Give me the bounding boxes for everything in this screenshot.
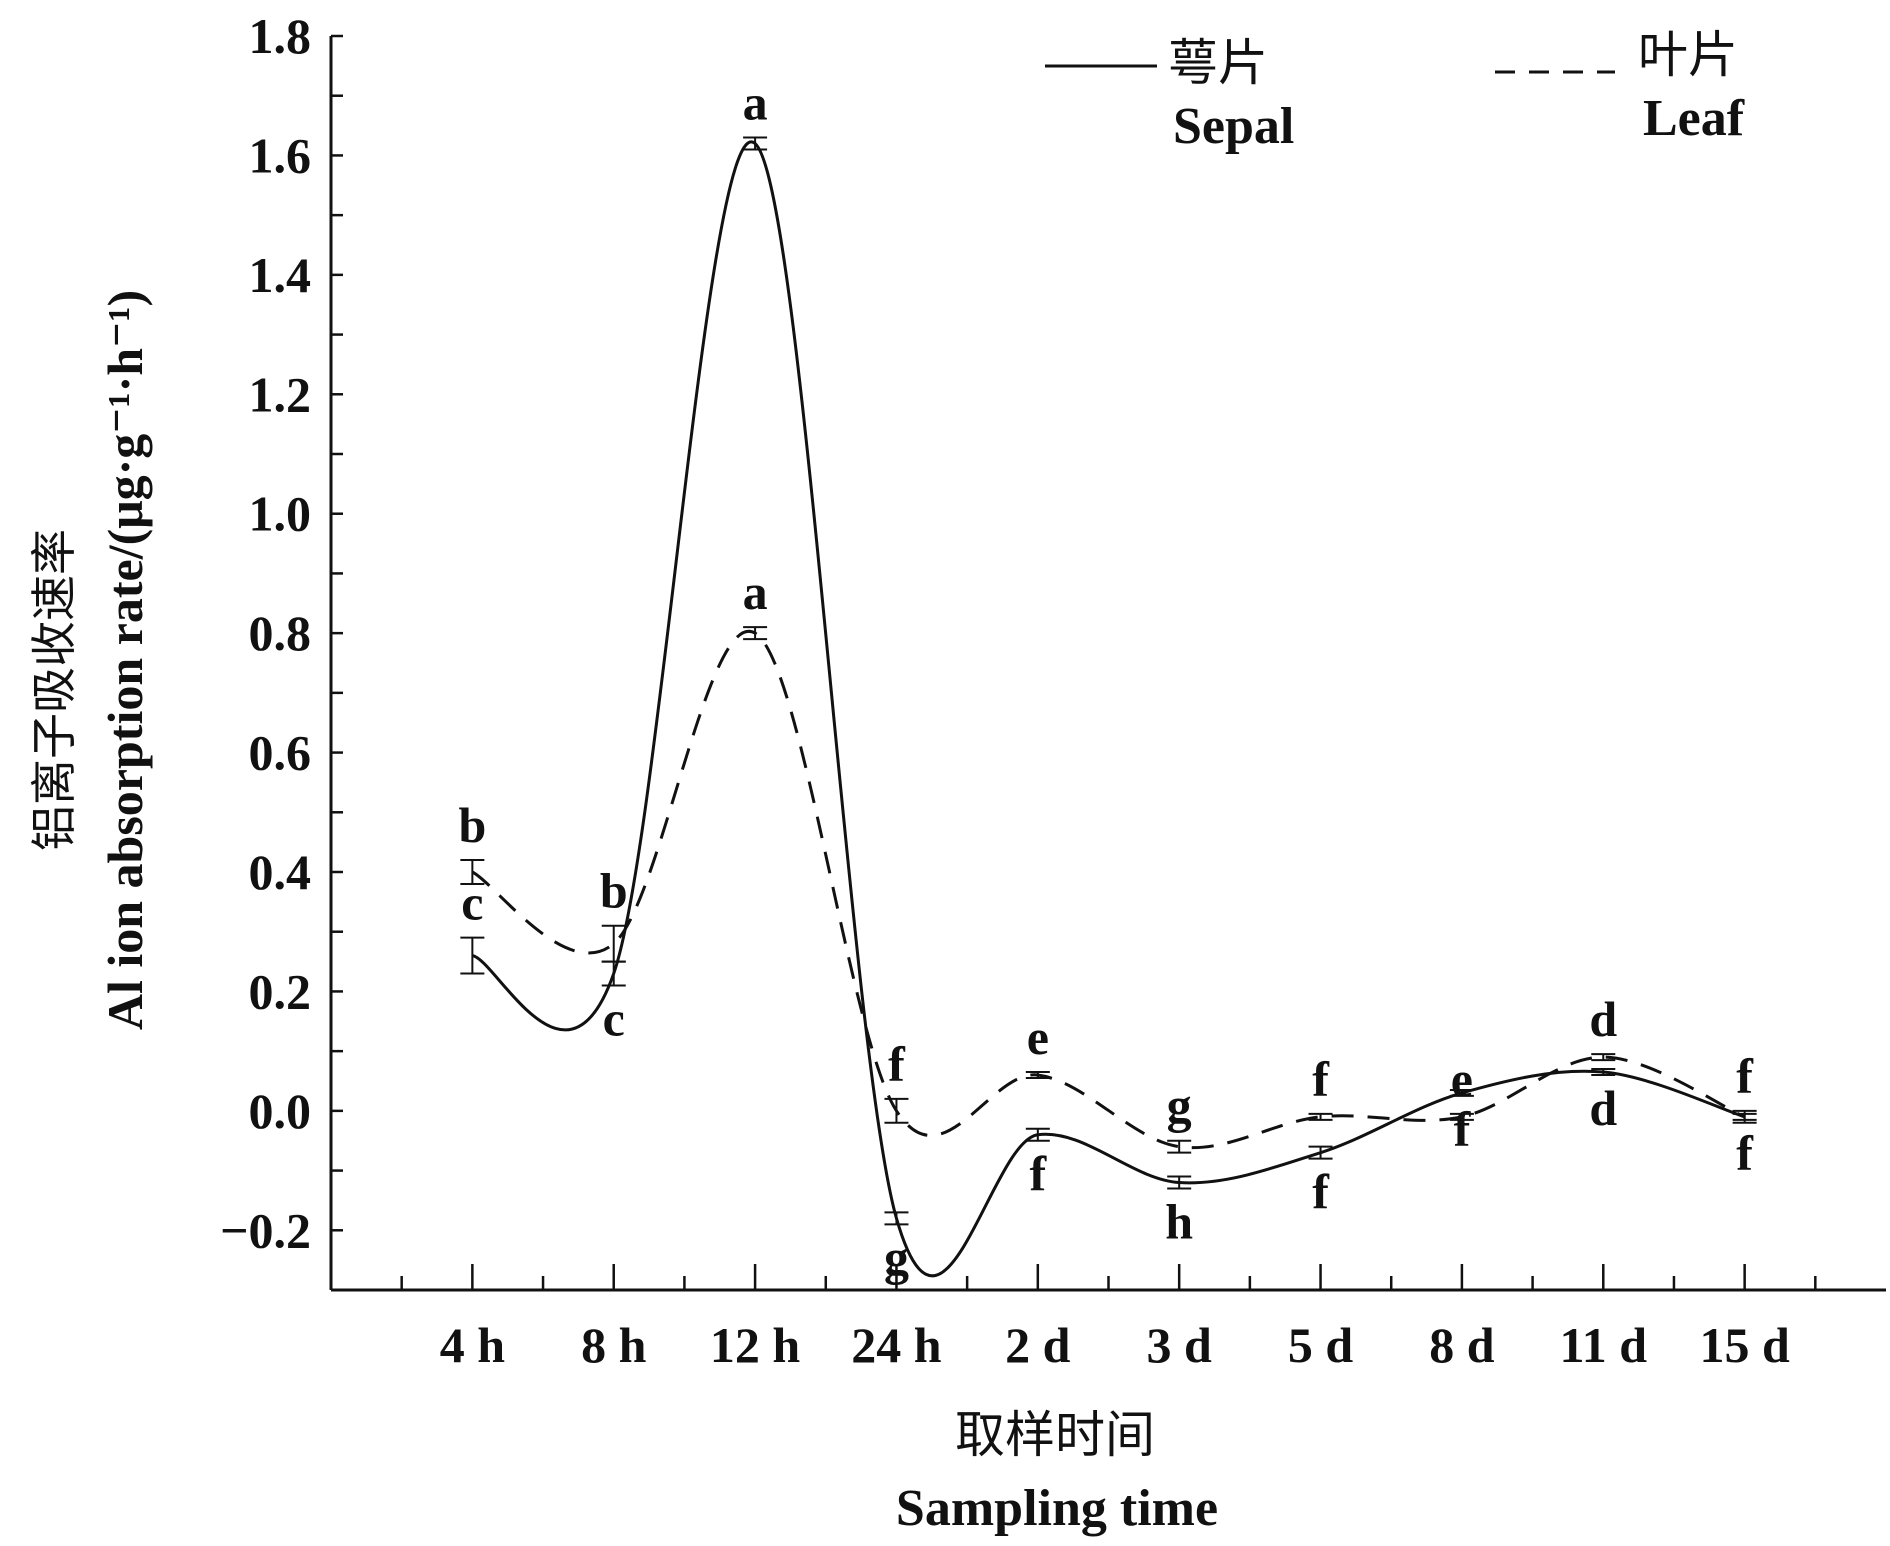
significance-letter: a <box>743 75 768 131</box>
y-tick-label: 0.6 <box>249 725 312 781</box>
significance-letter: h <box>1165 1193 1193 1249</box>
x-tick-label: 11 d <box>1559 1317 1647 1373</box>
y-tick-label: −0.2 <box>220 1202 311 1258</box>
significance-letter: f <box>1736 1048 1754 1104</box>
x-tick-label: 2 d <box>1005 1317 1071 1373</box>
legend-sepal-label: Sepal <box>1173 98 1294 155</box>
legend-leaf-label: Leaf <box>1643 90 1745 147</box>
x-tick-label: 8 h <box>581 1317 647 1373</box>
y-axis-title-cn: 铝离子吸收速率 <box>27 529 81 851</box>
x-axis-title: Sampling time <box>896 1480 1218 1537</box>
y-tick-label: 1.4 <box>249 247 312 303</box>
y-tick-label: 0.8 <box>249 605 312 661</box>
significance-letter: a <box>743 564 768 620</box>
x-tick-label: 15 d <box>1699 1317 1790 1373</box>
significance-letter: c <box>461 875 483 931</box>
significance-letter: b <box>600 863 628 919</box>
x-axis-title-cn: 取样时间 <box>955 1406 1155 1464</box>
y-tick-label: 1.6 <box>249 127 312 183</box>
x-tick-label: 4 h <box>440 1317 506 1373</box>
significance-letter: f <box>1454 1101 1472 1157</box>
significance-letter: e <box>1451 1051 1473 1107</box>
y-tick-label: 0.4 <box>249 844 312 900</box>
y-tick-label: 0.0 <box>249 1083 312 1139</box>
significance-letter: f <box>1736 1125 1754 1181</box>
x-tick-label: 5 d <box>1288 1317 1354 1373</box>
significance-letter: d <box>1589 991 1617 1047</box>
significance-letter: g <box>884 1229 909 1285</box>
series-lines <box>471 140 1746 1278</box>
significance-letter: d <box>1589 1080 1617 1136</box>
significance-letter: e <box>1027 1009 1049 1065</box>
significance-letter: f <box>888 1036 906 1092</box>
y-tick-label: 1.2 <box>249 366 312 422</box>
legend-sepal-label-cn: 萼片 <box>1168 34 1268 92</box>
x-tick-label: 12 h <box>710 1317 801 1373</box>
series-line-sepal <box>471 140 1746 1278</box>
legend-leaf-label-cn: 叶片 <box>1638 26 1738 84</box>
y-axis-title: Al ion absorption rate/(μg·g⁻¹·h⁻¹) <box>97 290 153 1030</box>
axes <box>329 36 1886 1292</box>
x-tick-label: 8 d <box>1429 1317 1495 1373</box>
significance-letter: g <box>1167 1078 1192 1134</box>
x-tick-label: 3 d <box>1147 1317 1213 1373</box>
significance-letter: b <box>458 797 486 853</box>
significance-letter: f <box>1312 1051 1330 1107</box>
significance-letter: c <box>603 990 625 1046</box>
y-tick-label: 0.2 <box>249 963 312 1019</box>
significance-letter: f <box>1029 1146 1047 1202</box>
series-line-leaf <box>471 629 1746 1150</box>
ticks: −0.2 0.0 0.2 0.4 0.6 0.8 1.0 1.2 1.4 1.6 1.8 4 h 8 h… <box>220 8 1817 1373</box>
significance-letter: f <box>1312 1164 1330 1220</box>
y-tick-label: 1.8 <box>249 8 312 64</box>
y-tick-label: 1.0 <box>249 486 312 542</box>
legend: 萼片 Sepal 叶片 Leaf <box>1045 26 1745 155</box>
x-tick-label: 24 h <box>851 1317 942 1373</box>
